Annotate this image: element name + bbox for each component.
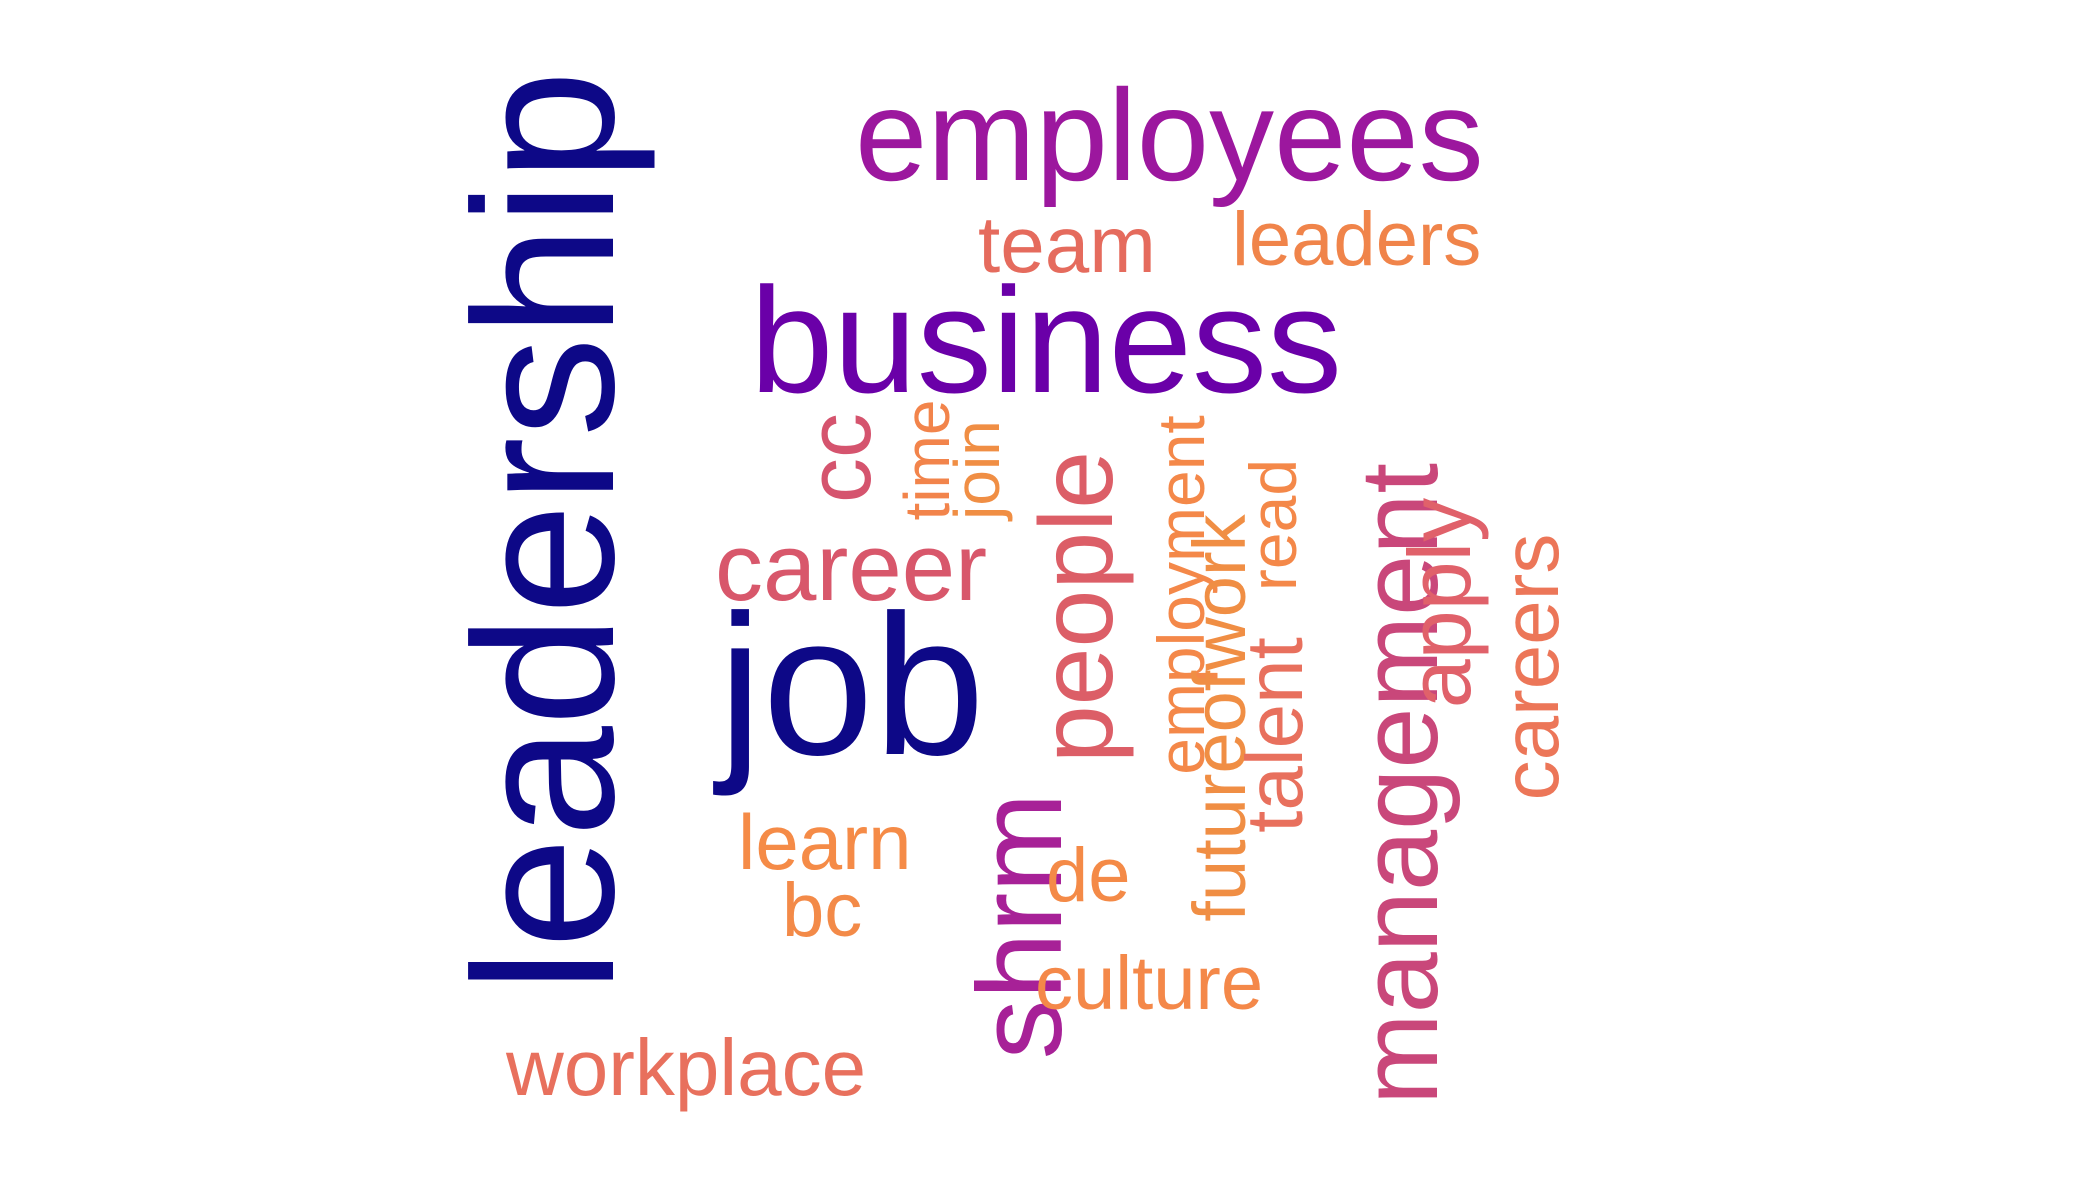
word-culture: culture	[1035, 941, 1264, 1026]
word-job: job	[718, 574, 985, 797]
word-employees: employees	[855, 62, 1484, 208]
word-de: de	[1046, 833, 1131, 918]
word-learn: learn	[738, 798, 912, 886]
word-read: read	[1236, 458, 1310, 592]
word-leadership: leadership	[433, 70, 656, 993]
word-team: team	[978, 200, 1156, 289]
word-apply: apply	[1390, 497, 1489, 709]
word-talent: talent	[1230, 637, 1319, 833]
word-people: people	[1019, 450, 1135, 764]
word-careers: careers	[1486, 533, 1575, 801]
word-workplace: workplace	[506, 1023, 867, 1112]
word-business: business	[750, 256, 1343, 424]
word-bc: bc	[782, 868, 863, 953]
word-career: career	[715, 514, 988, 621]
word-leaders: leaders	[1232, 197, 1482, 282]
word-shrm: shrm	[953, 792, 1087, 1060]
